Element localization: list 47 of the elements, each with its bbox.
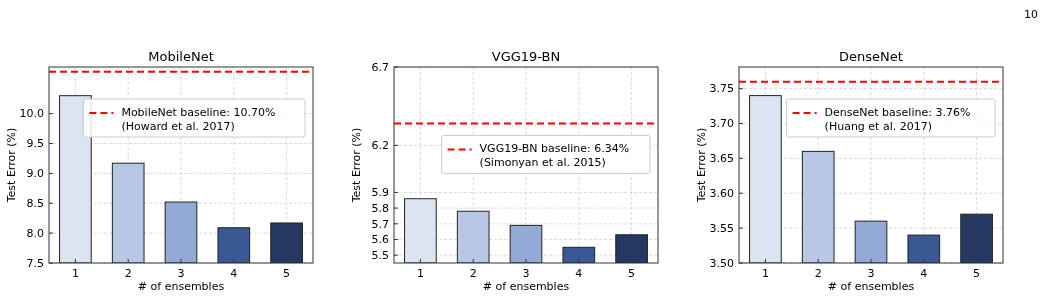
x-tick-label: 3 [177,267,185,280]
y-tick-label: 5.9 [371,186,389,200]
x-tick-label: 4 [230,267,238,280]
y-tick-label: 3.55 [709,221,734,235]
x-tick-label: 4 [575,267,583,280]
y-tick-label: 8.5 [26,197,44,211]
chart-title: DenseNet [839,49,903,64]
legend-label: MobileNet baseline: 10.70% (Howard et al. 2017) [121,106,276,133]
legend-label: DenseNet baseline: 3.76% (Huang et al. 2017) [824,106,971,133]
y-tick-label: 3.50 [709,256,734,270]
y-axis-title: Test Error (%) [5,127,18,204]
x-axis-title: # of ensembles [137,280,225,293]
y-axis-title: Test Error (%) [695,127,708,204]
legend-label: VGG19-BN baseline: 6.34% (Simonyan et al. 2015) [479,142,630,170]
y-tick-label: 9.5 [26,137,44,151]
x-axis-title: # of ensembles [482,280,570,293]
y-tick-label: 3.60 [709,187,734,201]
y-tick-label: 6.2 [371,139,389,153]
y-tick-label: 9.0 [26,167,44,181]
y-tick-label: 5.6 [371,233,389,247]
y-tick-label: 7.5 [26,256,44,270]
x-tick-label: 3 [867,267,875,280]
x-axis-title: # of ensembles [827,280,915,293]
x-tick-label: 3 [522,267,530,280]
text: 10 [1024,8,1038,21]
y-tick-label: 3.65 [709,152,734,166]
y-axis-title: Test Error (%) [350,127,363,204]
x-tick-label: 5 [628,267,636,280]
y-tick-label: 8.0 [26,226,44,240]
y-tick-label: 5.5 [371,249,389,263]
x-tick-label: 1 [761,267,769,280]
x-tick-label: 5 [973,267,981,280]
x-tick-label: 1 [416,267,424,280]
y-tick-label: 10.0 [19,107,44,121]
y-tick-label: 3.70 [709,117,734,131]
y-tick-label: 3.75 [709,82,734,96]
chart-title: MobileNet [148,49,214,64]
x-tick-label: 2 [814,267,822,280]
x-tick-label: 2 [124,267,132,280]
y-tick-label: 5.8 [371,201,389,215]
x-tick-label: 1 [71,267,79,280]
x-tick-label: 5 [283,267,291,280]
y-tick-label: 6.7 [371,60,389,74]
chart-title: VGG19-BN [491,49,561,64]
x-tick-label: 2 [469,267,477,280]
x-tick-label: 4 [920,267,928,280]
y-tick-label: 5.7 [371,217,389,231]
